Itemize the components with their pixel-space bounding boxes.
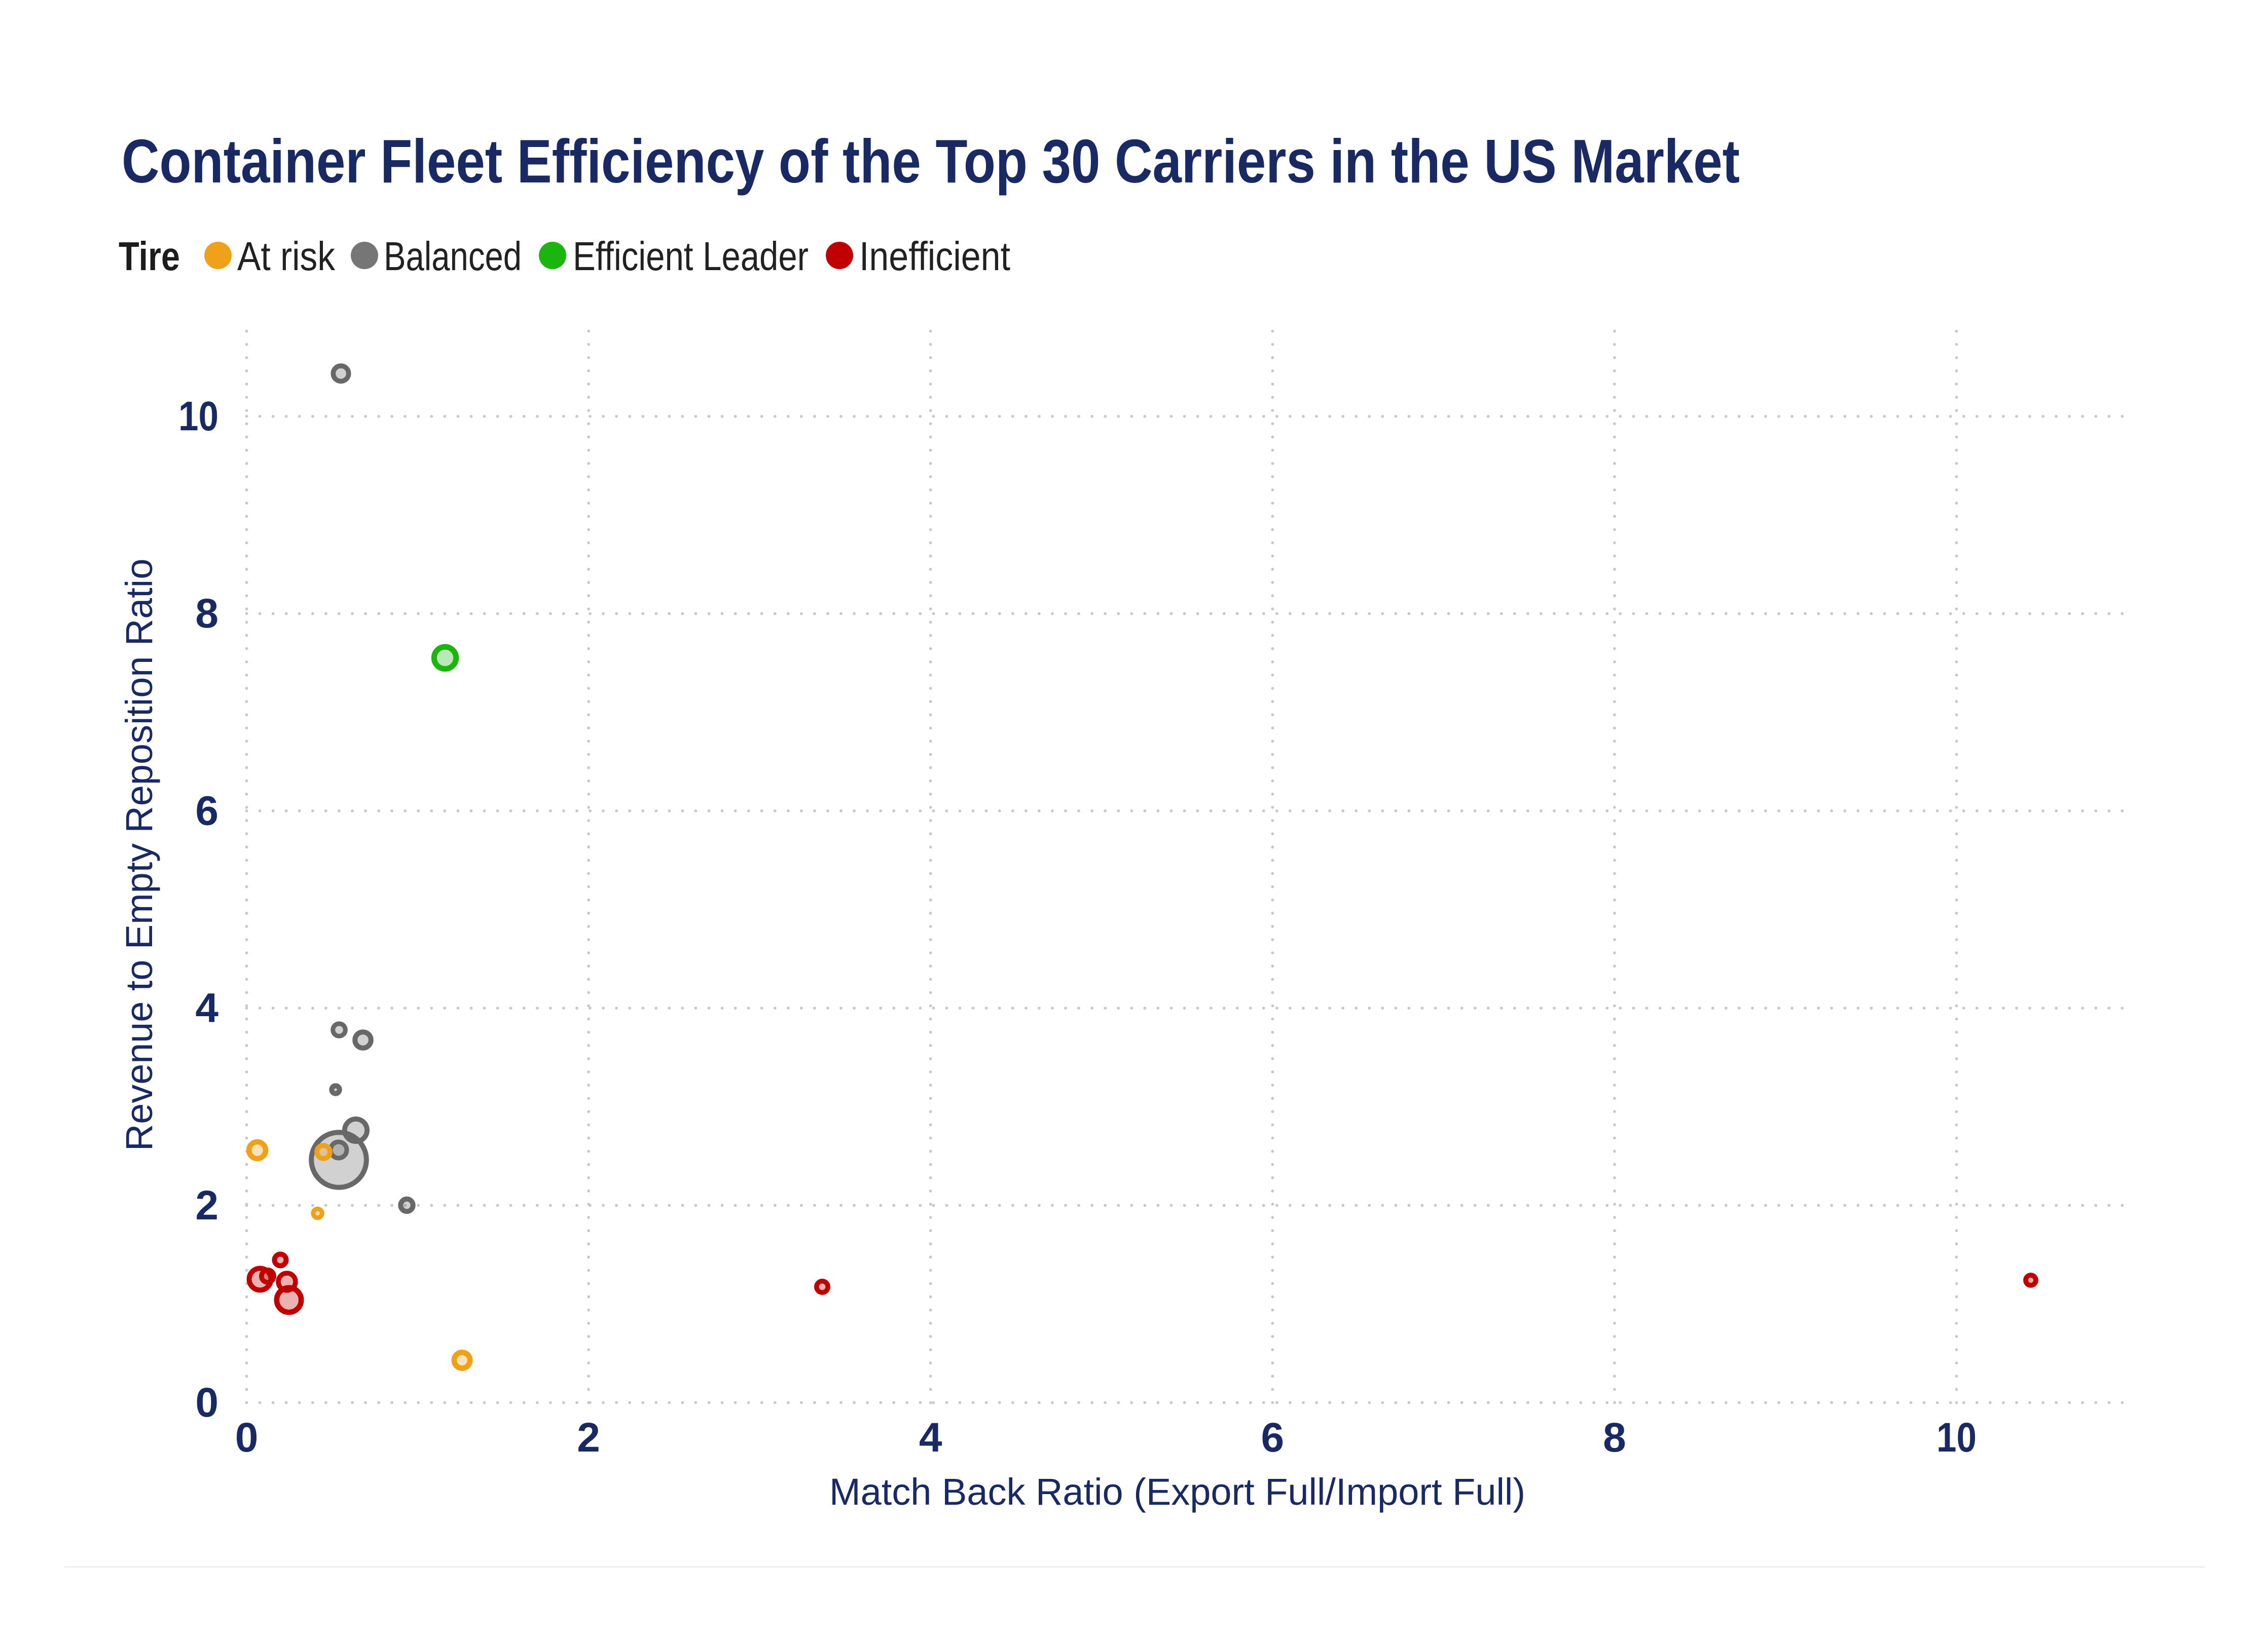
svg-text:Inefficient: Inefficient — [859, 234, 1010, 279]
svg-text:0: 0 — [235, 1415, 259, 1461]
svg-text:At risk: At risk — [237, 234, 336, 279]
svg-text:8: 8 — [195, 590, 218, 637]
svg-text:10: 10 — [178, 393, 218, 439]
svg-text:2: 2 — [577, 1415, 600, 1461]
svg-text:6: 6 — [195, 788, 218, 834]
svg-text:8: 8 — [1603, 1415, 1626, 1461]
svg-text:Balanced: Balanced — [384, 234, 522, 279]
svg-text:Match Back Ratio (Export Full/: Match Back Ratio (Export Full/Import Ful… — [829, 1471, 1525, 1513]
svg-text:Revenue to Empty Reposition Ra: Revenue to Empty Reposition Ratio — [118, 559, 160, 1151]
svg-text:2: 2 — [195, 1182, 218, 1229]
svg-text:0: 0 — [195, 1380, 218, 1426]
svg-text:Tire: Tire — [119, 234, 180, 279]
svg-text:Efficient Leader: Efficient Leader — [573, 234, 809, 279]
svg-text:10: 10 — [1936, 1415, 1977, 1461]
svg-text:4: 4 — [919, 1415, 942, 1461]
svg-text:4: 4 — [195, 985, 218, 1031]
svg-text:6: 6 — [1261, 1415, 1284, 1461]
svg-text:Container Fleet Efficiency of: Container Fleet Efficiency of the Top 30… — [122, 127, 1740, 196]
